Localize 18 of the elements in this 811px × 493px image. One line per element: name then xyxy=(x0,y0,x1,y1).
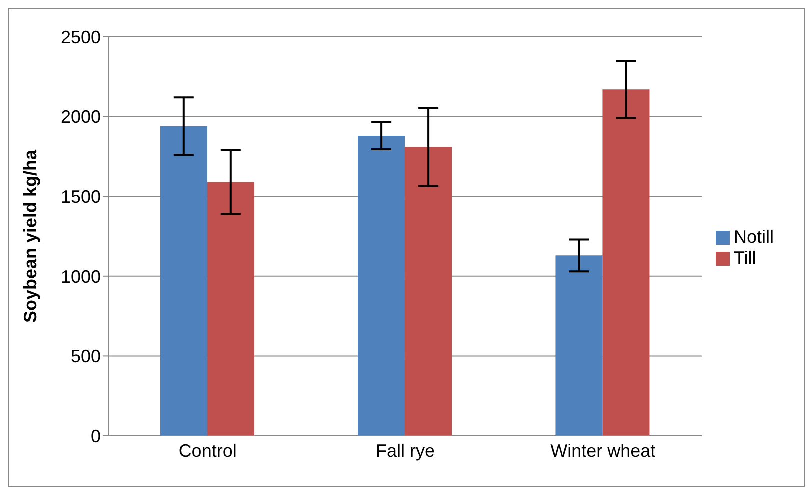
y-tick-label: 2000 xyxy=(60,107,101,128)
x-tick-label: Control xyxy=(178,440,237,461)
bar xyxy=(160,126,208,436)
y-axis-title: Soybean yield kg/ha xyxy=(20,148,40,324)
bar xyxy=(358,136,406,436)
bar xyxy=(602,90,650,436)
x-tick-label: Winter wheat xyxy=(550,440,656,461)
y-tick-label: 0 xyxy=(90,426,101,446)
y-tick-label: 1000 xyxy=(60,266,101,287)
legend-label: Till xyxy=(734,248,756,268)
x-tick-label: Fall rye xyxy=(376,440,435,461)
y-tick-label: 1500 xyxy=(60,186,101,207)
bar xyxy=(207,182,254,436)
legend-label: Notill xyxy=(734,226,774,246)
y-tick-label: 500 xyxy=(70,346,101,367)
bar xyxy=(405,147,452,436)
y-tick-label: 2500 xyxy=(60,27,101,48)
bar xyxy=(556,256,603,436)
